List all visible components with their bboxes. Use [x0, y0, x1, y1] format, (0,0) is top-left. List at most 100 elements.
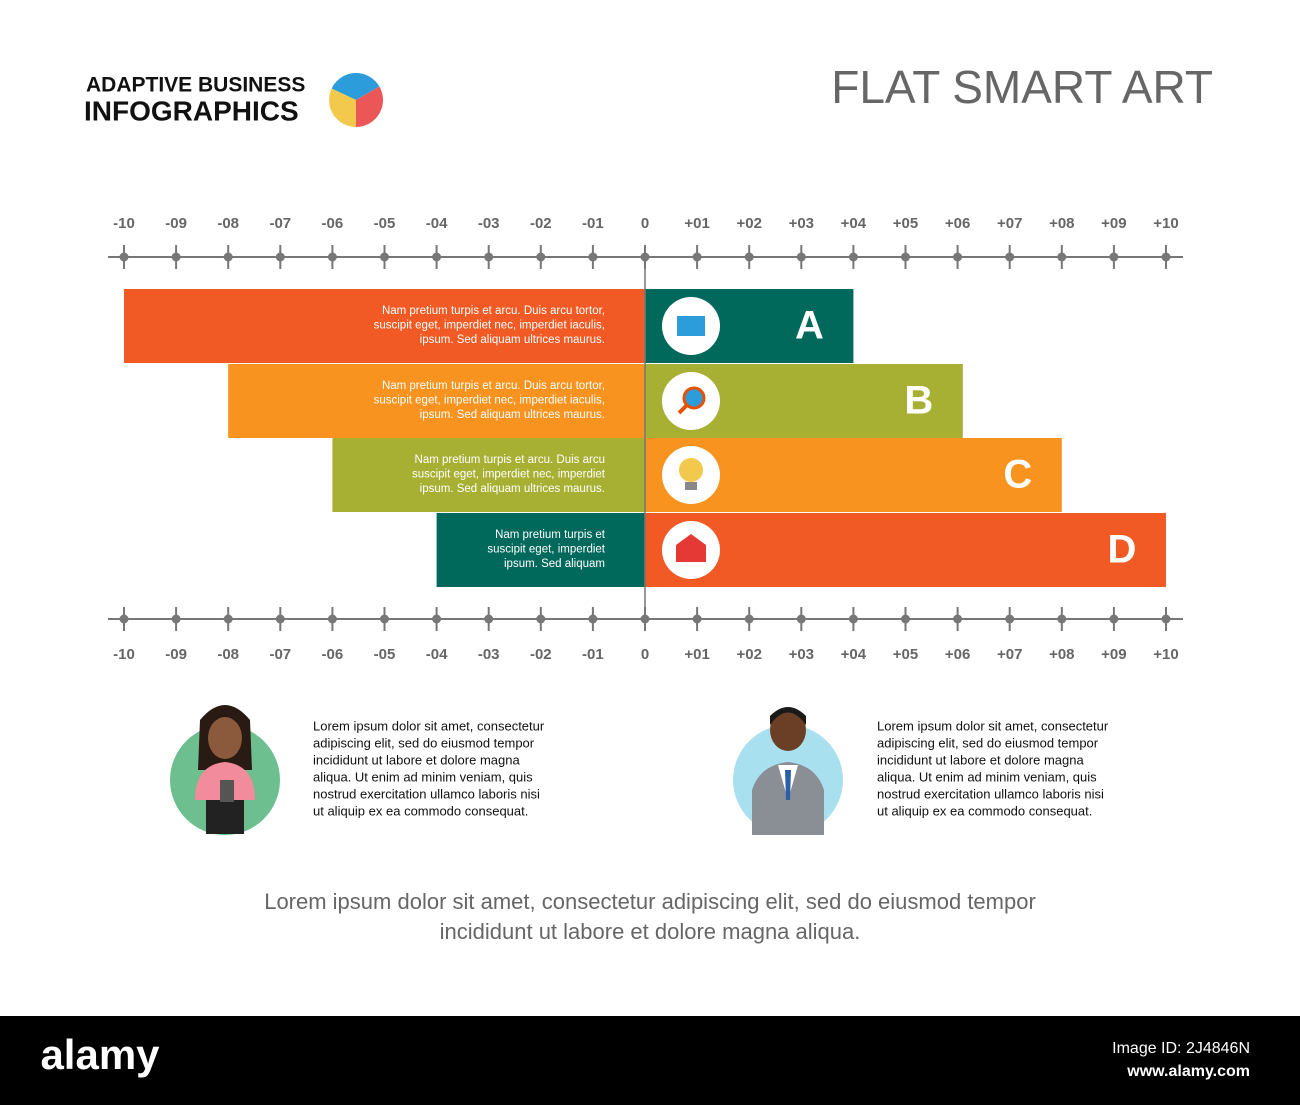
- tick-dot: [171, 614, 181, 624]
- tick-dot: [588, 614, 598, 624]
- tick-label: -05: [374, 646, 396, 663]
- tick-label: -10: [113, 215, 135, 232]
- bar-note: ipsum. Sed aliquam ultrices maurus.: [420, 483, 605, 495]
- tick-label: +05: [893, 646, 918, 663]
- person-text: ut aliquip ex ea commodo consequat.: [877, 803, 1092, 818]
- tick-label: -04: [426, 646, 448, 663]
- tick-label: +01: [684, 646, 709, 663]
- category-label: A: [795, 304, 824, 348]
- bar-note: suscipit eget, imperdiet nec, imperdiet: [412, 469, 606, 481]
- tick-dot: [223, 252, 233, 262]
- person-text: nostrud exercitation ullamco laboris nis…: [313, 786, 540, 801]
- tick-label: -01: [582, 646, 604, 663]
- bar-note: suscipit eget, imperdiet nec, imperdiet …: [374, 395, 605, 407]
- tick-dot: [119, 614, 129, 624]
- tick-dot: [275, 252, 285, 262]
- tick-label: -08: [217, 646, 239, 663]
- tick-label: +10: [1153, 215, 1178, 232]
- tick-dot: [692, 252, 702, 262]
- page-title: FLAT SMART ART: [831, 61, 1213, 113]
- person-man: [733, 707, 843, 835]
- icon-bulb-base: [685, 482, 697, 490]
- tick-dot: [588, 252, 598, 262]
- banner: [0, 1016, 1300, 1105]
- tick-label: -03: [478, 646, 500, 663]
- tick-dot: [536, 614, 546, 624]
- tick-dot: [327, 252, 337, 262]
- banner-logo: alamy: [40, 1031, 160, 1078]
- tick-dot: [848, 614, 858, 624]
- bar-note: suscipit eget, imperdiet nec, imperdiet …: [374, 320, 605, 332]
- tick-dot: [1161, 614, 1171, 624]
- bar-note: Nam pretium turpis et arcu. Duis arcu to…: [382, 380, 605, 392]
- tick-dot: [796, 614, 806, 624]
- tick-dot: [432, 614, 442, 624]
- tick-dot: [484, 614, 494, 624]
- icon-search-handle: [677, 404, 688, 415]
- tick-dot: [380, 252, 389, 262]
- person-woman: [170, 705, 280, 835]
- tick-label: -09: [165, 215, 187, 232]
- logo-pie: [329, 73, 384, 128]
- bar: [436, 513, 645, 587]
- tick-dot: [275, 614, 285, 624]
- bar-note: ipsum. Sed aliquam ultrices maurus.: [420, 409, 605, 421]
- tick-label: -09: [165, 646, 187, 663]
- icon-mail: [676, 534, 706, 562]
- bar-note: Nam pretium turpis et arcu. Duis arcu: [415, 454, 605, 466]
- tick-dot: [223, 614, 233, 624]
- tick-dot: [1057, 614, 1067, 624]
- tick-label: -03: [478, 215, 500, 232]
- tick-label: +09: [1101, 646, 1126, 663]
- tick-label: +10: [1153, 646, 1178, 663]
- person-text: Lorem ipsum dolor sit amet, consectetur: [877, 718, 1109, 733]
- tick-label: +08: [1049, 646, 1074, 663]
- tick-label: -04: [426, 215, 448, 232]
- tick-label: +06: [945, 215, 970, 232]
- category-label: D: [1108, 528, 1137, 572]
- tick-dot: [901, 614, 910, 624]
- tick-label: -02: [530, 646, 552, 663]
- person-text: nostrud exercitation ullamco laboris nis…: [877, 786, 1104, 801]
- tick-label: +07: [997, 646, 1022, 663]
- tick-dot: [1057, 252, 1067, 262]
- tick-dot: [380, 614, 389, 624]
- tick-dot: [432, 252, 442, 262]
- person-text: aliqua. Ut enim ad minim veniam, quis: [877, 769, 1097, 784]
- tick-dot: [484, 252, 494, 262]
- brand-line: INFOGRAPHICS: [84, 95, 299, 126]
- bar: [228, 364, 645, 438]
- person-text: incididunt ut labore et dolore magna: [877, 752, 1084, 767]
- tick-label: +08: [1049, 215, 1074, 232]
- tick-dot: [796, 252, 806, 262]
- tick-label: +05: [893, 215, 918, 232]
- tick-label: 0: [641, 646, 649, 663]
- tick-dot: [1005, 614, 1015, 624]
- tick-dot: [744, 252, 754, 262]
- bar: [124, 289, 645, 363]
- tick-label: -06: [322, 646, 344, 663]
- bar-note: Nam pretium turpis et arcu. Duis arcu to…: [382, 305, 605, 317]
- footer-text: Lorem ipsum dolor sit amet, consectetur …: [264, 889, 1036, 914]
- category-label: B: [904, 379, 933, 423]
- bar-note: Nam pretium turpis et: [495, 529, 606, 541]
- tick-dot: [953, 252, 963, 262]
- tick-label: -06: [322, 215, 344, 232]
- tick-label: +01: [684, 215, 709, 232]
- icon-search: [682, 386, 706, 410]
- bar: [645, 513, 1166, 587]
- tick-label: +02: [736, 646, 761, 663]
- tick-label: +04: [841, 215, 867, 232]
- tick-dot: [327, 614, 337, 624]
- tick-label: -07: [269, 215, 291, 232]
- bar-note: ipsum. Sed aliquam ultrices maurus.: [420, 334, 605, 346]
- tick-dot: [953, 614, 963, 624]
- tick-label: +06: [945, 646, 970, 663]
- tick-dot: [901, 252, 910, 262]
- bar: [332, 438, 645, 512]
- person-text: adipiscing elit, sed do eiusmod tempor: [313, 735, 535, 750]
- person-text: incididunt ut labore et dolore magna: [313, 752, 520, 767]
- tick-label: 0: [641, 215, 649, 232]
